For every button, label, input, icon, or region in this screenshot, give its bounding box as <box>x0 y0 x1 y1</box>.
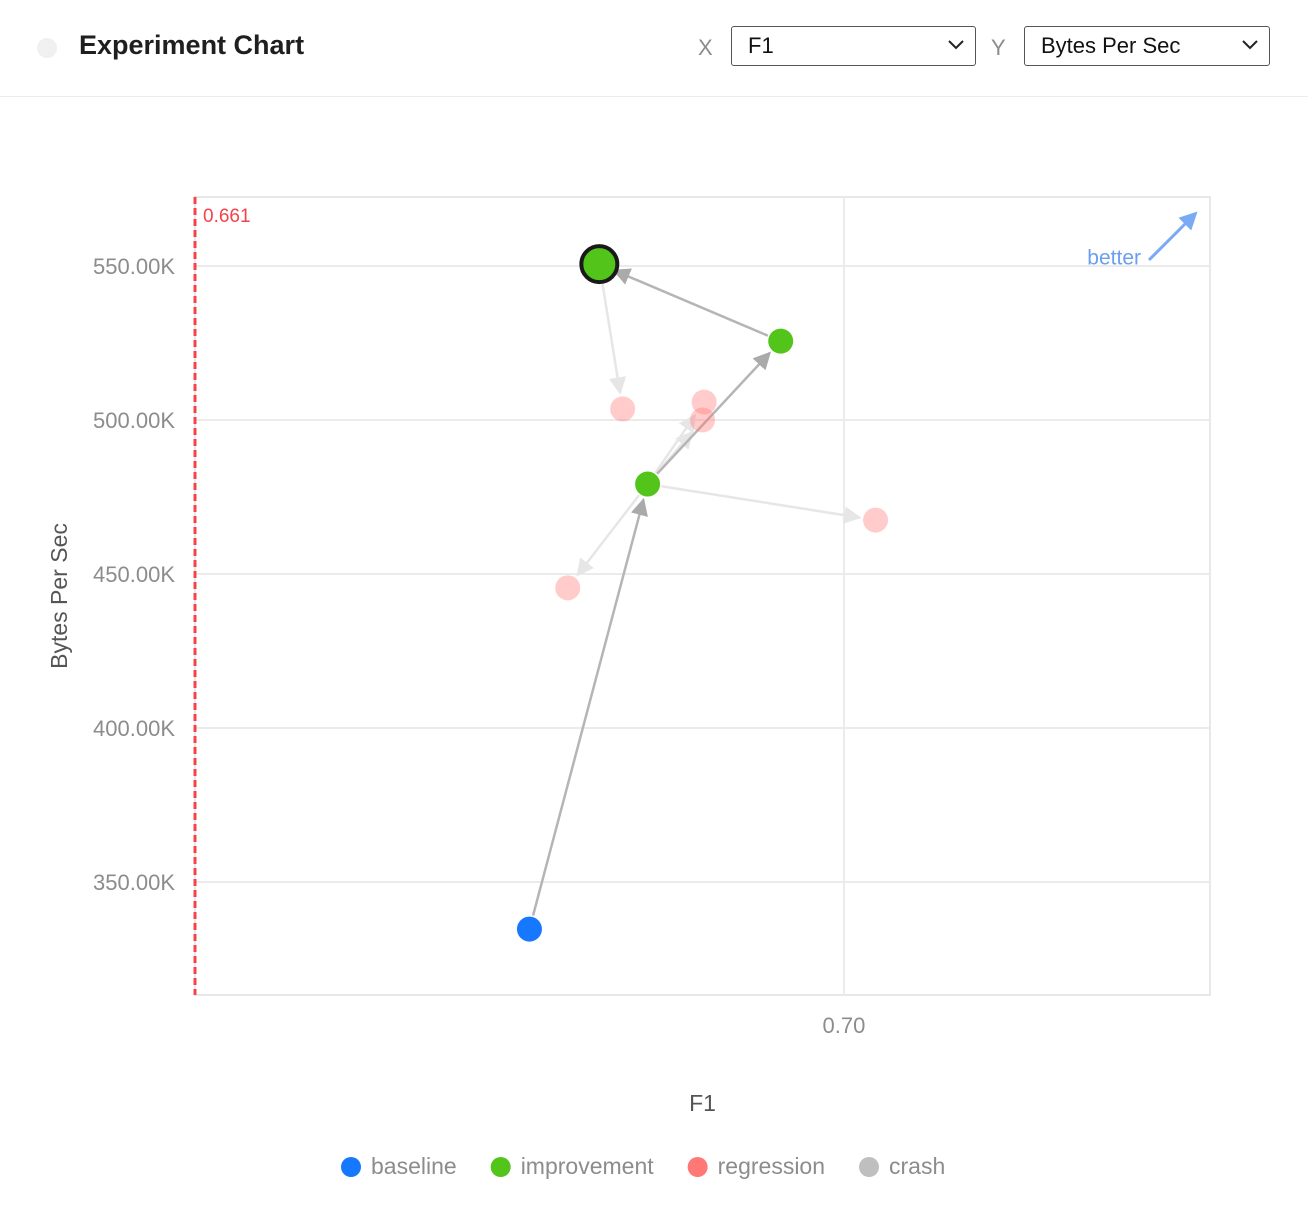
x-select-value: F1 <box>748 33 774 58</box>
x-select[interactable]: F1 <box>731 26 976 66</box>
link-arrow <box>661 484 862 524</box>
data-point <box>768 328 794 354</box>
legend-swatch <box>687 1157 708 1177</box>
y-tick-label: 350.00K <box>93 870 175 895</box>
link-arrow <box>600 277 627 395</box>
status-dot <box>37 38 57 58</box>
data-point <box>690 407 715 433</box>
legend-label: regression <box>718 1153 825 1179</box>
legend-swatch <box>490 1157 511 1177</box>
y-select-value: Bytes Per Sec <box>1041 33 1181 58</box>
y-tick-label: 550.00K <box>93 254 175 279</box>
link-arrow <box>656 351 771 475</box>
link-arrow <box>576 494 641 577</box>
link-arrow <box>654 413 697 474</box>
link-arrow <box>531 497 648 916</box>
data-point <box>516 916 542 942</box>
data-point <box>691 389 717 415</box>
chevron <box>1242 40 1258 50</box>
data-point <box>610 396 636 422</box>
x-tick-label: 0.70 <box>823 1013 866 1038</box>
better-arrow <box>1147 211 1198 262</box>
y-label: Y <box>991 35 1006 60</box>
title: Experiment Chart <box>79 30 305 60</box>
y-tick-label: 500.00K <box>93 408 175 433</box>
threshold-label: 0.661 <box>203 206 251 227</box>
legend-swatch <box>859 1157 880 1177</box>
plot-frame <box>194 196 1211 996</box>
legend-label: crash <box>889 1153 945 1179</box>
data-point <box>863 507 889 533</box>
data-point <box>579 244 620 285</box>
x-axis-title: F1 <box>689 1090 716 1116</box>
data-point <box>635 471 661 497</box>
x-label: X <box>698 35 713 60</box>
y-axis-title: Bytes Per Sec <box>46 523 72 669</box>
link-arrow <box>612 268 769 337</box>
header: Experiment Chart X F1 Y Bytes Per Sec <box>0 0 1308 97</box>
better-label: better <box>1087 247 1141 270</box>
legend-swatch <box>341 1157 361 1177</box>
chart: 350.00K 400.00K 450.00K 500.00K 550.00K 0.70 0… <box>46 196 1211 1179</box>
legend-label: improvement <box>521 1153 655 1179</box>
legend-label: baseline <box>371 1153 457 1179</box>
data-point <box>555 575 581 601</box>
y-tick-label: 450.00K <box>93 562 175 587</box>
y-select[interactable]: Bytes Per Sec <box>1024 26 1270 66</box>
y-tick-label: 400.00K <box>93 716 175 741</box>
chevron <box>948 40 964 50</box>
